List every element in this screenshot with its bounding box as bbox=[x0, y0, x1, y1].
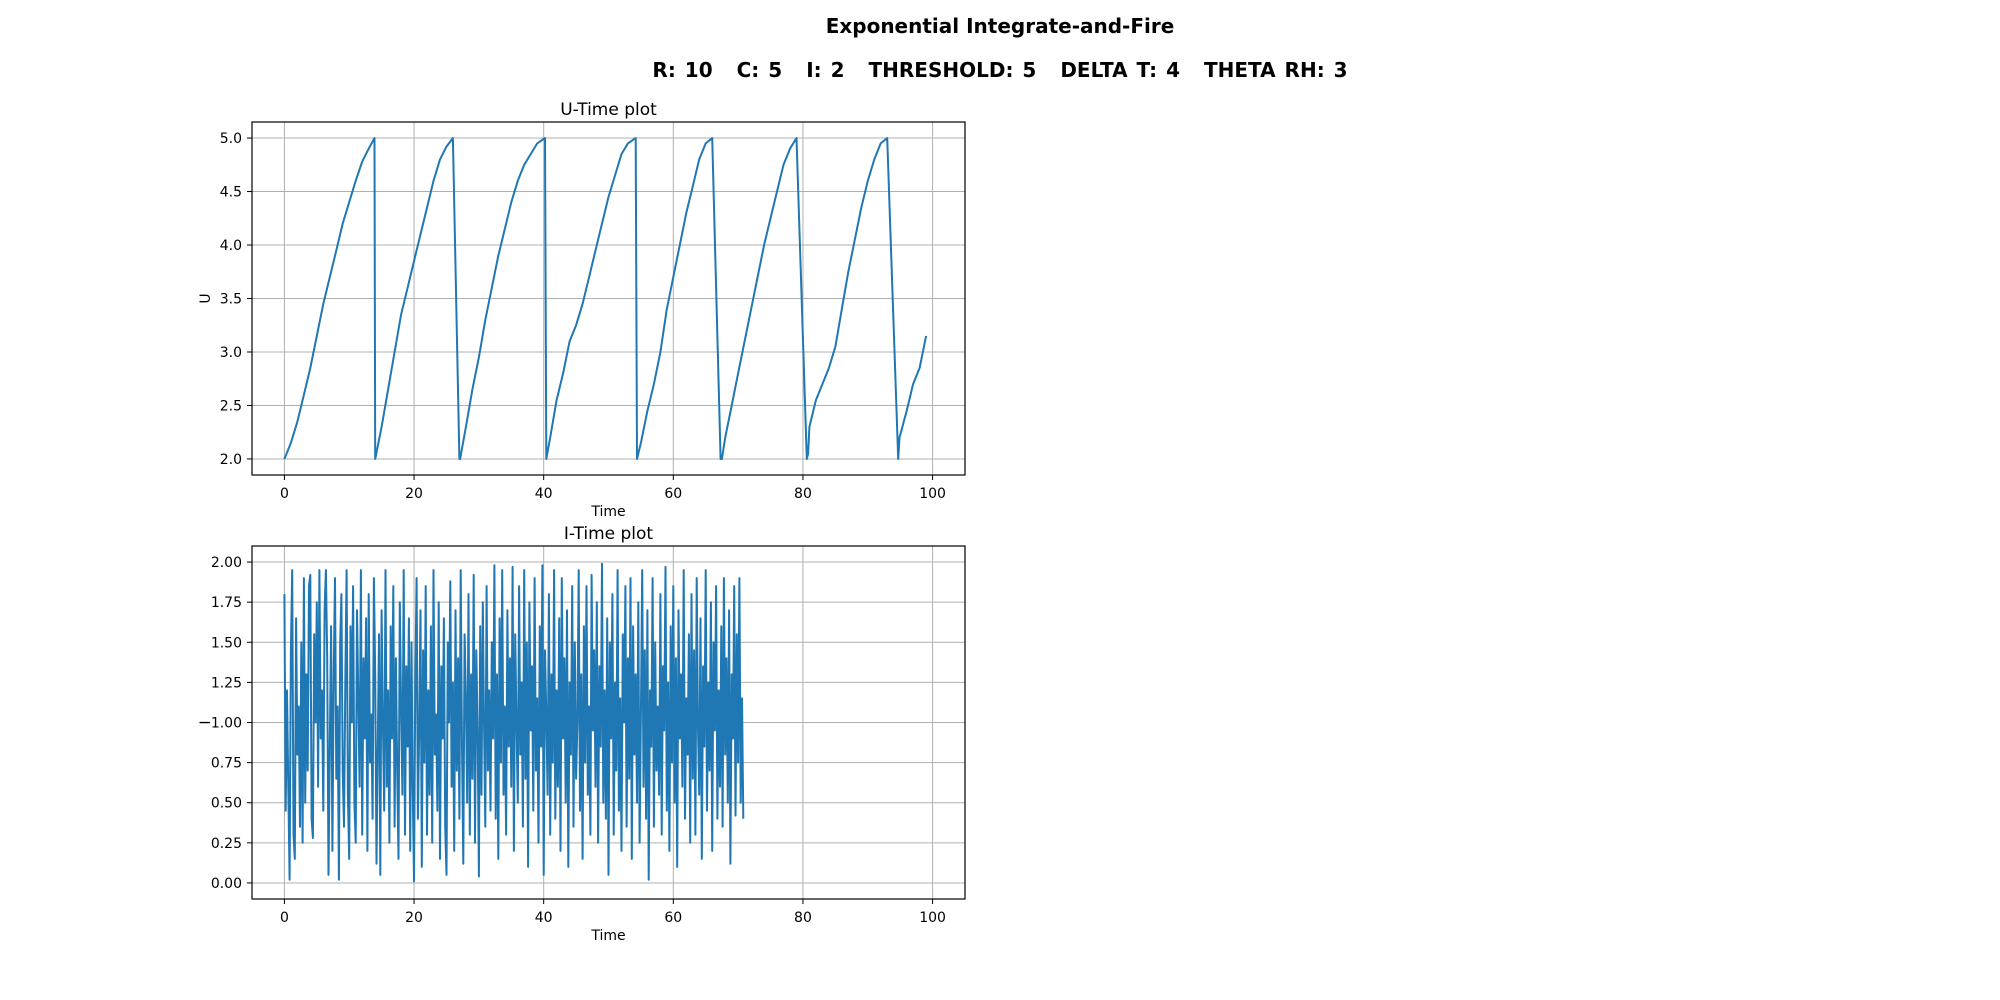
u-plot-x-tick-label: 100 bbox=[919, 486, 946, 502]
i-plot-series-line-i bbox=[283, 562, 745, 883]
u-plot-series-line-u bbox=[283, 137, 928, 460]
i-plot-x-tick-label: 80 bbox=[794, 910, 812, 926]
u-plot-x-label: Time bbox=[590, 504, 625, 520]
u-plot-y-tick-label: 2.0 bbox=[220, 452, 242, 468]
i-plot-x-tick-label: 60 bbox=[664, 910, 682, 926]
i-plot-title: I-Time plot bbox=[564, 524, 654, 544]
param-c: C: 5 bbox=[736, 58, 783, 82]
i-plot-x-tick-label: 100 bbox=[919, 910, 946, 926]
i-plot-x-tick-label: 40 bbox=[535, 910, 553, 926]
param-r: R: 10 bbox=[652, 58, 713, 82]
u-plot-x-ticks: 0 20 40 60 80 100 bbox=[280, 475, 946, 502]
u-plot-x-tick-label: 20 bbox=[405, 486, 423, 502]
figure-parameters: R: 10 C: 5 I: 2 THRESHOLD: 5 DELTA T: 4 THETA… bbox=[0, 58, 2000, 82]
u-plot-grid bbox=[252, 122, 965, 475]
u-plot-y-tick-label: 4.5 bbox=[220, 185, 242, 201]
figure-title: Exponential Integrate-and-Fire bbox=[825, 14, 1175, 38]
u-plot-x-tick-label: 40 bbox=[535, 486, 553, 502]
i-plot-y-label: I bbox=[198, 720, 214, 724]
u-plot-x-tick-label: 80 bbox=[794, 486, 812, 502]
u-plot-y-tick-label: 5.0 bbox=[220, 131, 242, 147]
u-plot-x-tick-label: 0 bbox=[280, 486, 289, 502]
i-time-plot: 0 20 40 60 80 100 0.00 0.25 0.50 0.75 1.00 1.25 1.5… bbox=[198, 524, 966, 944]
u-plot-y-tick-label: 3.0 bbox=[220, 345, 242, 361]
u-plot-y-label: U bbox=[198, 293, 214, 303]
u-plot-y-tick-label: 4.0 bbox=[220, 238, 242, 254]
i-plot-y-tick-label: 1.00 bbox=[211, 716, 242, 732]
i-plot-y-tick-label: 0.00 bbox=[211, 876, 242, 892]
i-plot-y-tick-label: 0.75 bbox=[211, 756, 242, 772]
param-i: I: 2 bbox=[806, 58, 845, 82]
i-plot-y-tick-label: 1.75 bbox=[211, 595, 242, 611]
u-plot-y-tick-label: 3.5 bbox=[220, 292, 242, 308]
i-plot-y-tick-label: 0.25 bbox=[211, 836, 242, 852]
i-plot-y-tick-label: 1.50 bbox=[211, 635, 242, 651]
i-plot-x-tick-label: 20 bbox=[405, 910, 423, 926]
u-time-plot: 0 20 40 60 80 100 2.0 2.5 3.0 3.5 4.0 4.5 5.0 U-Tim… bbox=[198, 100, 966, 520]
param-theta-rh: THETA RH: 3 bbox=[1203, 58, 1348, 82]
i-plot-y-tick-label: 1.25 bbox=[211, 675, 242, 691]
param-delta-t: DELTA T: 4 bbox=[1060, 58, 1180, 82]
u-plot-title: U-Time plot bbox=[560, 100, 657, 120]
i-plot-series bbox=[283, 562, 745, 883]
i-plot-y-tick-label: 2.00 bbox=[211, 555, 242, 571]
u-plot-y-tick-label: 2.5 bbox=[220, 398, 242, 414]
u-plot-series bbox=[283, 137, 928, 460]
u-plot-x-tick-label: 60 bbox=[664, 486, 682, 502]
i-plot-y-ticks: 0.00 0.25 0.50 0.75 1.00 1.25 1.50 1.75 2.00 bbox=[211, 555, 252, 892]
i-plot-x-ticks: 0 20 40 60 80 100 bbox=[280, 899, 946, 926]
param-threshold: THRESHOLD: 5 bbox=[868, 58, 1037, 82]
i-plot-y-tick-label: 0.50 bbox=[211, 796, 242, 812]
u-plot-y-ticks: 2.0 2.5 3.0 3.5 4.0 4.5 5.0 bbox=[220, 131, 252, 468]
i-plot-x-tick-label: 0 bbox=[280, 910, 289, 926]
i-plot-x-label: Time bbox=[590, 928, 625, 944]
